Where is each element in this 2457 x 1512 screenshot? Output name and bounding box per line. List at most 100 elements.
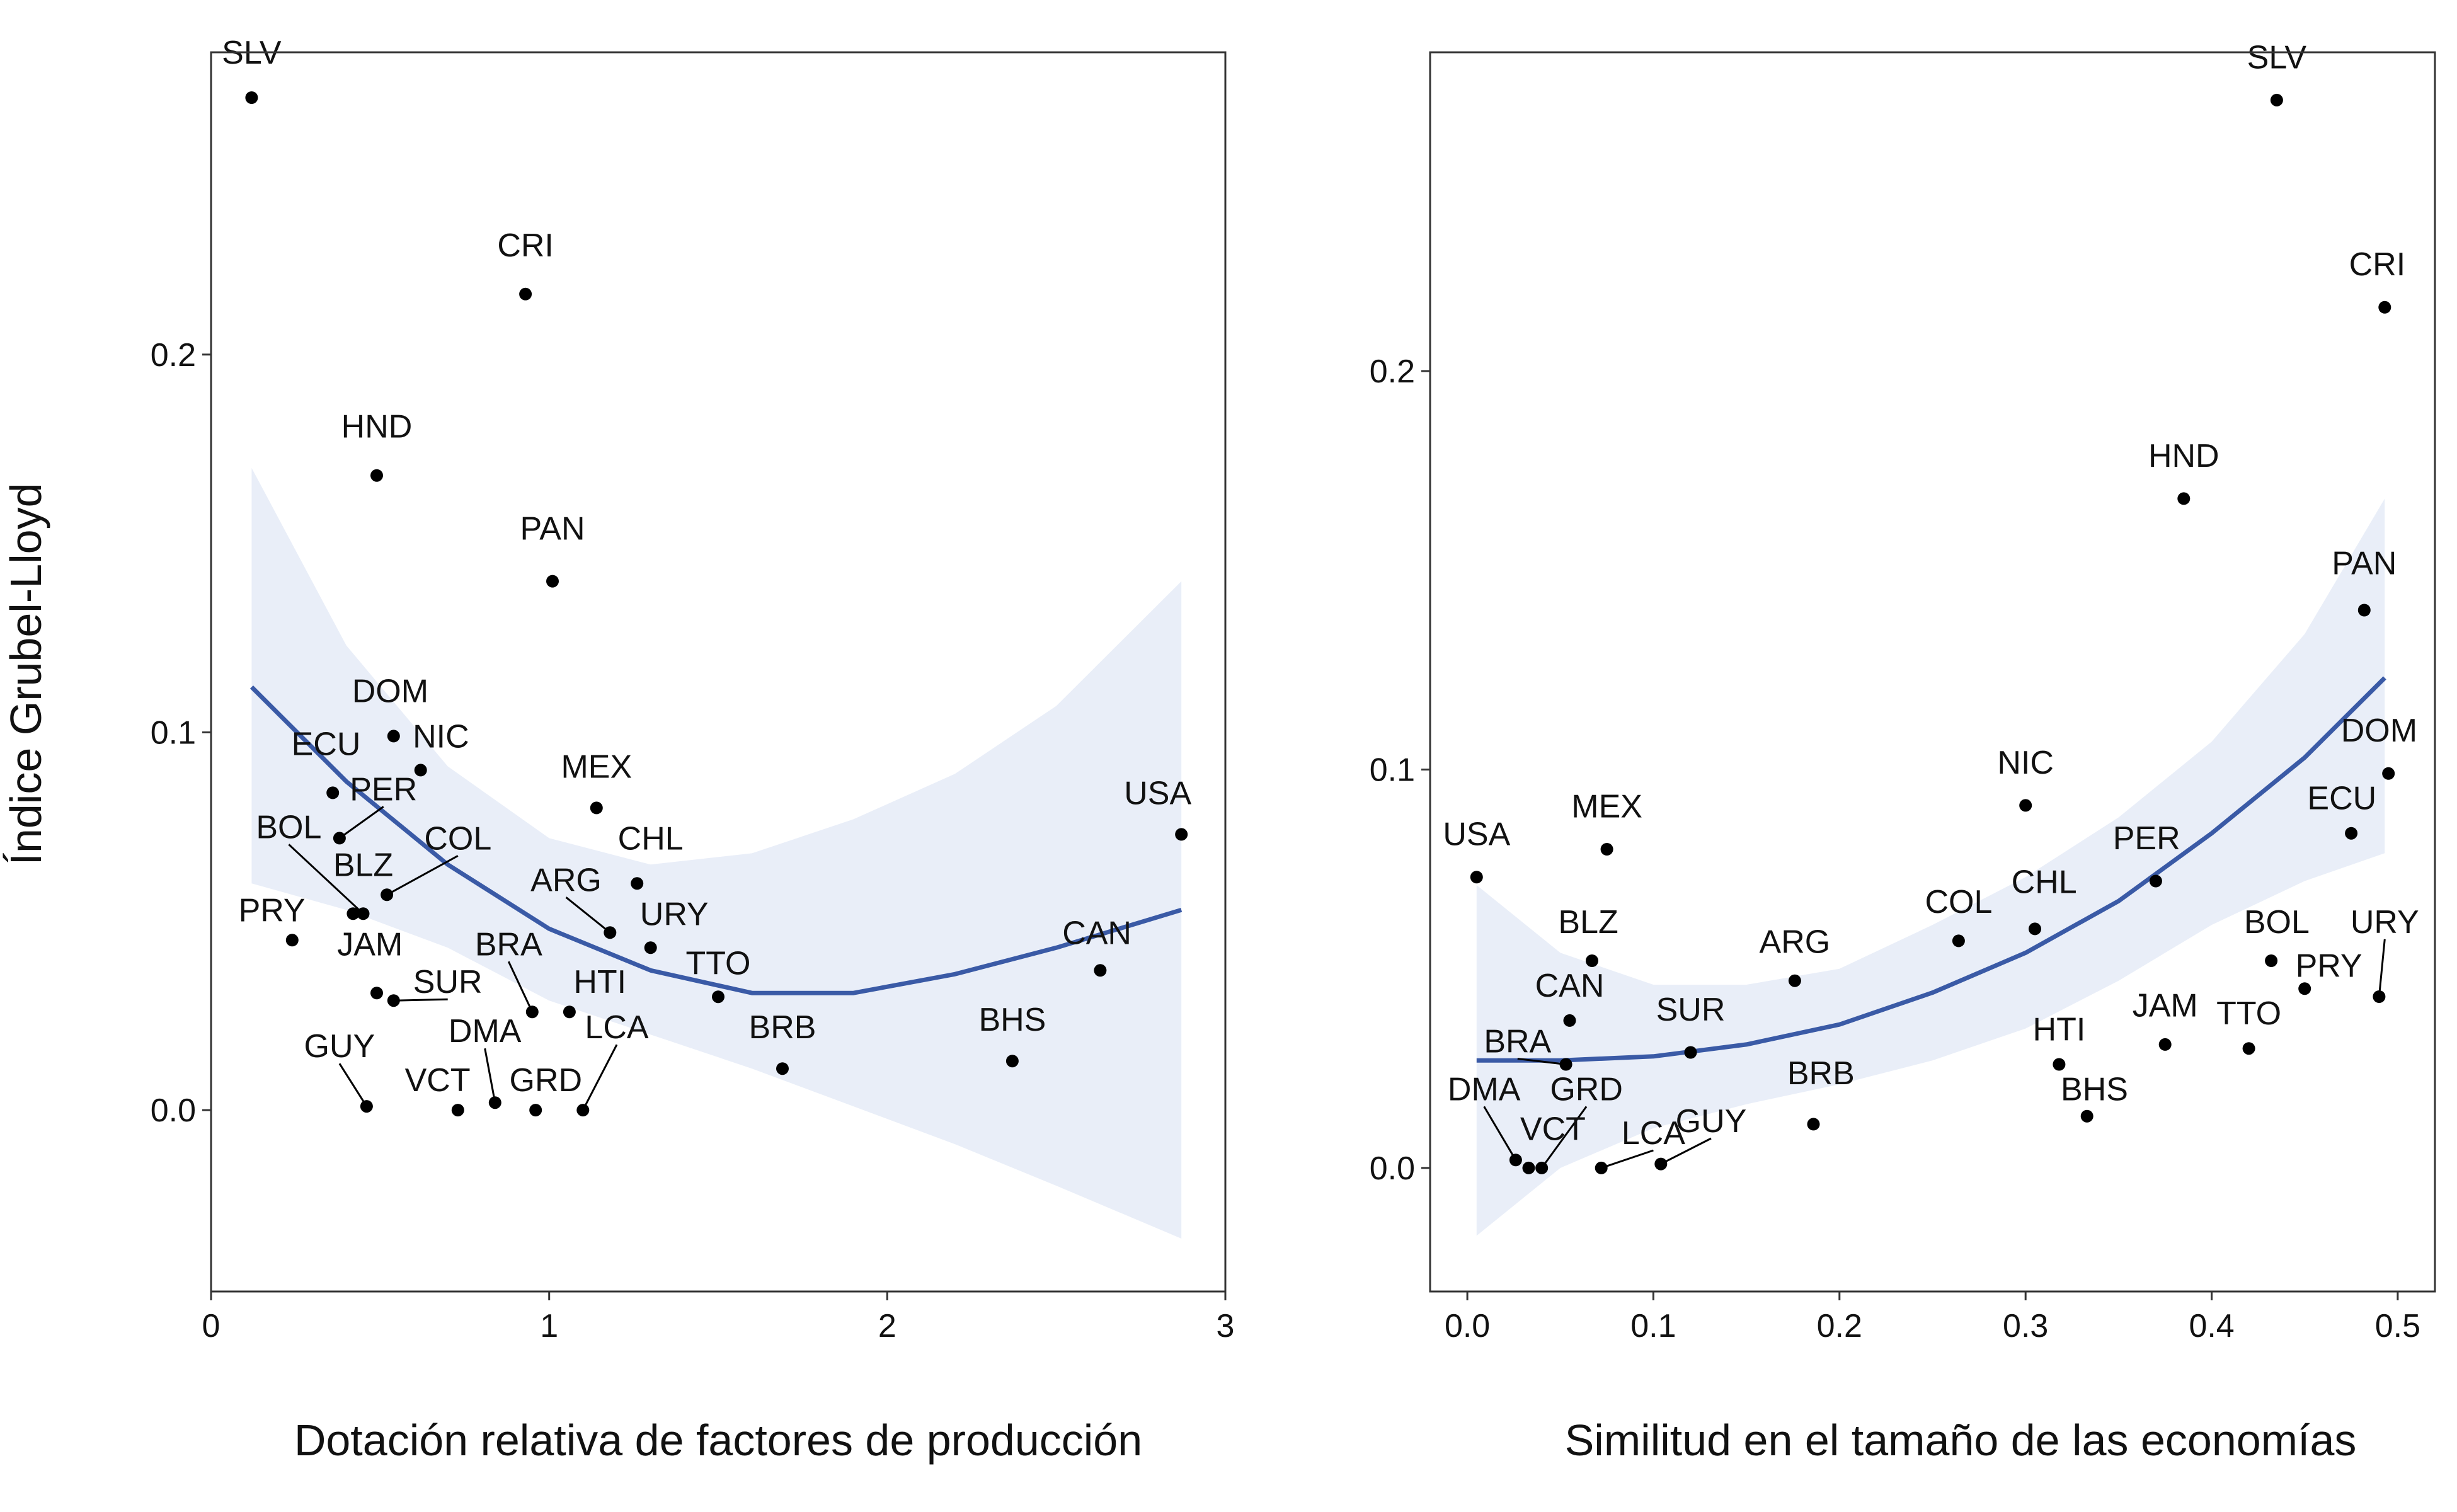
- left-point-label-arg: ARG: [530, 862, 602, 898]
- right-point-bra: [1559, 1058, 1572, 1071]
- left-point-vct: [451, 1104, 464, 1117]
- right-point-label-dom: DOM: [2341, 713, 2417, 749]
- right-panel: SLV CRI HND PAN DOM ECU NIC PER COL CHL BOL URY PRY J…: [1370, 39, 2436, 1465]
- right-leader-lca: [1601, 1149, 1654, 1169]
- left-leader-lca: [581, 1044, 618, 1111]
- right-point-slv: [2270, 93, 2283, 106]
- right-point-label-cri: CRI: [2349, 246, 2406, 283]
- right-y-tick-label: 0.0: [1370, 1150, 1415, 1187]
- left-point-label-cri: CRI: [497, 227, 554, 264]
- right-point-hti: [2053, 1058, 2066, 1071]
- left-point-hti: [563, 1005, 576, 1019]
- right-point-cri: [2378, 301, 2391, 314]
- right-point-bol: [2265, 954, 2278, 967]
- left-point-label-bhs: BHS: [978, 1002, 1046, 1038]
- left-point-lca: [576, 1104, 590, 1117]
- left-confidence-band: [251, 467, 1182, 1239]
- left-point-label-vct: VCT: [405, 1062, 471, 1099]
- left-point-label-bra: BRA: [475, 926, 542, 963]
- right-point-label-per: PER: [2113, 820, 2180, 857]
- right-leader-ury: [2378, 939, 2386, 997]
- left-point-brb: [776, 1062, 789, 1075]
- left-point-sur: [387, 994, 400, 1007]
- right-point-label-nic: NIC: [1997, 745, 2054, 781]
- right-point-nic: [2019, 799, 2032, 812]
- right-point-label-usa: USA: [1443, 816, 1510, 853]
- left-point-label-can: CAN: [1062, 915, 1131, 951]
- right-point-jam: [2158, 1038, 2172, 1051]
- right-point-lca: [1595, 1161, 1608, 1174]
- left-point-grd: [529, 1104, 542, 1117]
- left-point-ury: [644, 941, 657, 954]
- left-leader-col: [386, 855, 459, 896]
- right-plot-frame: [1429, 51, 2436, 1293]
- left-point-label-pan: PAN: [520, 511, 585, 547]
- left-point-guy: [360, 1100, 373, 1113]
- right-point-label-bra: BRA: [1484, 1024, 1551, 1060]
- right-point-label-chl: CHL: [2012, 864, 2077, 901]
- right-point-label-brb: BRB: [1787, 1055, 1855, 1092]
- left-leader-bol: [288, 844, 364, 915]
- right-y-tick-label: 0.2: [1370, 353, 1415, 390]
- right-point-ury: [2373, 990, 2386, 1003]
- right-point-label-ury: URY: [2351, 904, 2419, 941]
- left-point-label-sur: SUR: [413, 964, 483, 1000]
- left-point-can: [1094, 964, 1107, 977]
- right-point-ecu: [2345, 827, 2358, 840]
- left-x-tick-label: 1: [540, 1308, 558, 1344]
- right-point-arg: [1788, 974, 1801, 987]
- right-x-tick-label: 0.1: [1630, 1308, 1676, 1344]
- left-point-per: [333, 832, 346, 845]
- right-point-label-col: COL: [1925, 884, 1992, 920]
- left-point-label-lca: LCA: [585, 1009, 648, 1046]
- left-point-jam: [370, 987, 383, 1000]
- right-leader-grd: [1540, 1106, 1588, 1169]
- right-point-grd: [1535, 1161, 1549, 1174]
- right-point-label-ecu: ECU: [2307, 781, 2376, 817]
- right-point-brb: [1807, 1118, 1820, 1131]
- right-point-sur: [1684, 1046, 1697, 1059]
- left-fit-line: [249, 685, 1183, 995]
- left-point-pry: [285, 934, 299, 947]
- left-leader-sur: [393, 998, 448, 1002]
- right-point-label-slv: SLV: [2247, 39, 2307, 76]
- left-y-tick-label: 0.1: [151, 715, 196, 752]
- left-point-label-hnd: HND: [341, 409, 413, 445]
- left-point-label-guy: GUY: [304, 1028, 375, 1065]
- left-point-label-dom: DOM: [352, 673, 428, 710]
- left-point-bhs: [1005, 1055, 1019, 1068]
- left-point-label-brb: BRB: [749, 1009, 816, 1046]
- left-point-blz: [346, 907, 360, 920]
- right-point-hnd: [2177, 492, 2191, 505]
- right-point-label-bol: BOL: [2244, 904, 2310, 941]
- left-point-label-grd: GRD: [510, 1062, 583, 1099]
- left-point-ecu: [326, 786, 340, 799]
- right-point-dma: [1509, 1154, 1522, 1167]
- right-point-tto: [2242, 1042, 2255, 1055]
- right-point-guy: [1654, 1157, 1668, 1171]
- left-point-nic: [414, 764, 427, 777]
- left-point-dma: [488, 1096, 501, 1109]
- left-point-label-blz: BLZ: [333, 847, 393, 883]
- right-point-pan: [2357, 604, 2371, 617]
- left-point-label-nic: NIC: [413, 718, 469, 755]
- left-point-arg: [604, 926, 617, 939]
- left-leader-arg: [565, 896, 611, 934]
- right-point-blz: [1586, 954, 1598, 967]
- left-x-tick-label: 0: [202, 1308, 220, 1344]
- left-point-chl: [631, 877, 644, 890]
- right-x-tick-label: 0.2: [1817, 1308, 1862, 1344]
- right-point-per: [2149, 874, 2162, 888]
- right-x-tick-label: 0.5: [2375, 1308, 2420, 1344]
- left-y-tick-label: 0.2: [151, 337, 196, 374]
- right-leader-bra: [1517, 1058, 1566, 1065]
- left-plot-frame: [210, 51, 1227, 1293]
- right-point-vct: [1522, 1161, 1535, 1174]
- left-x-tick-label: 3: [1217, 1308, 1235, 1344]
- right-point-label-dma: DMA: [1448, 1071, 1521, 1108]
- left-y-tick-label: 0.0: [151, 1092, 196, 1129]
- left-point-dom: [387, 730, 400, 743]
- right-point-label-blz: BLZ: [1558, 904, 1618, 941]
